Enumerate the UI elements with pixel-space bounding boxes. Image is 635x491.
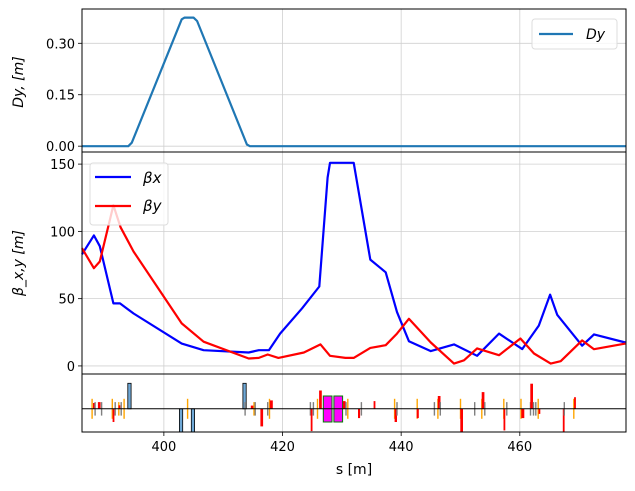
legend-label-beta-y: βy <box>142 197 163 215</box>
lattice-element-quad <box>503 408 506 431</box>
panel-dispersion: 0.00 0.15 0.30 <box>46 8 627 155</box>
lattice-element-quad <box>260 408 264 427</box>
lattice-element-quad <box>460 408 463 432</box>
lattice-element-quad <box>269 400 273 409</box>
series-line-βx <box>81 161 626 357</box>
legend-label-dy: Dy <box>586 27 606 43</box>
lattice-element-quad <box>373 401 376 409</box>
lattice-element-quad <box>530 383 533 409</box>
y-axis-label-dy: Dy, [m] <box>11 56 27 107</box>
lattice-element-quad <box>342 401 346 409</box>
legend-box <box>89 162 169 226</box>
y-tick-label: 0.30 <box>46 37 75 52</box>
lattice-element-quad <box>118 405 121 409</box>
legend-beta: βx βy <box>89 162 169 226</box>
x-tick-label: 420 <box>270 440 295 455</box>
panel-lattice: 400 420 440 460 <box>81 373 627 455</box>
lattice-element-quad <box>521 408 525 419</box>
lattice-element-quad <box>437 396 441 409</box>
lattice-element-quad <box>538 408 541 414</box>
lattice-element-kicker <box>127 382 132 410</box>
lattice-element-quad <box>97 402 101 409</box>
legend-box <box>531 18 618 50</box>
legend-label-beta-x: βx <box>142 169 162 187</box>
lattice-element-quad <box>574 397 576 409</box>
lattice-element-quad <box>562 408 565 432</box>
x-tick-label: 460 <box>507 440 532 455</box>
y-tick-label: 0.00 <box>46 140 75 155</box>
lattice-element-quad <box>112 408 115 422</box>
axes-frame <box>81 373 627 433</box>
y-tick-label: 0.15 <box>46 89 75 104</box>
series-line-βy <box>81 204 626 365</box>
y-tick-label: 100 <box>50 225 75 240</box>
x-tick-label: 440 <box>389 440 414 455</box>
lattice-element-quad <box>319 390 322 409</box>
lattice-element-quad <box>93 403 95 409</box>
lattice-element-quad <box>416 408 419 419</box>
lattice-element-quad <box>481 392 485 409</box>
y-tick-label: 150 <box>50 158 75 173</box>
x-axis-label: s [m] <box>336 462 372 478</box>
y-tick-label: 0 <box>67 360 75 375</box>
lattice-element-kicker <box>178 408 184 433</box>
lattice-element-quad <box>250 405 254 409</box>
lattice-element-kicker <box>190 408 196 433</box>
y-tick-label: 50 <box>58 293 75 308</box>
lattice-element-quad <box>310 408 313 432</box>
x-tick-label: 400 <box>151 440 176 455</box>
series-line-Dy <box>82 16 626 148</box>
y-axis-label-beta: β_x,y [m] <box>11 230 27 297</box>
lattice-element-quad <box>394 408 397 422</box>
legend-dy: Dy <box>531 18 618 50</box>
lattice-element-quad <box>358 408 361 419</box>
